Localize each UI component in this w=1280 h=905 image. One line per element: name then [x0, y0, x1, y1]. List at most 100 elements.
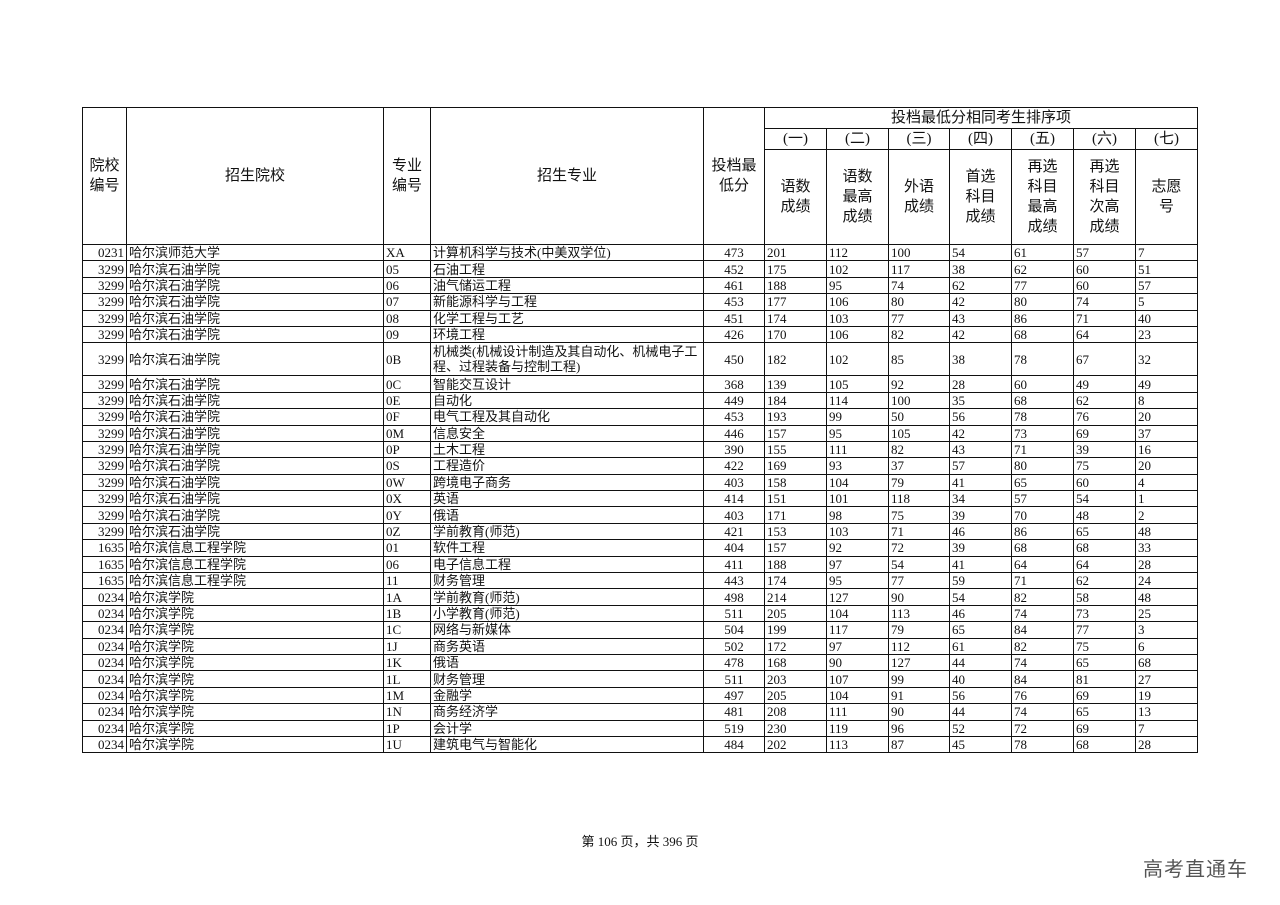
cell-major-name: 小学教育(师范) — [430, 604, 704, 623]
cell-reselect-second: 73 — [1073, 604, 1136, 623]
cell-school-code: 3299 — [82, 309, 127, 327]
cell-first-subject: 52 — [949, 719, 1012, 737]
cell-foreign-language: 37 — [888, 457, 950, 475]
cell-school-name: 哈尔滨石油学院 — [126, 440, 384, 459]
table-row: 3299 哈尔滨石油学院 0P 土木工程 390 155 111 82 43 71 39 16 — [82, 440, 1199, 459]
cell-reselect-second: 69 — [1073, 686, 1136, 705]
cell-chinese-math-max: 105 — [826, 375, 889, 393]
cell-foreign-language: 82 — [888, 440, 950, 459]
cell-min-score: 504 — [703, 621, 765, 639]
cell-school-name: 哈尔滨学院 — [126, 637, 384, 655]
cell-reselect-second: 62 — [1073, 572, 1136, 590]
cell-reselect-max: 64 — [1011, 555, 1074, 574]
cell-min-score: 390 — [703, 440, 765, 459]
table-row: 0234 哈尔滨学院 1U 建筑电气与智能化 484 202 113 87 45 78 68 28 — [82, 735, 1199, 754]
cell-chinese-math-max: 101 — [826, 490, 889, 508]
cell-chinese-math: 203 — [764, 670, 827, 688]
cell-major-name: 财务管理 — [430, 572, 704, 590]
cell-reselect-second: 65 — [1073, 522, 1136, 541]
cell-school-name: 哈尔滨石油学院 — [126, 424, 384, 442]
table-row: 3299 哈尔滨石油学院 0M 信息安全 446 157 95 105 42 73 69 37 — [82, 424, 1199, 442]
cell-school-name: 哈尔滨石油学院 — [126, 342, 384, 377]
cell-major-name: 学前教育(师范) — [430, 522, 704, 541]
cell-preference-number: 2 — [1134, 506, 1199, 524]
cell-first-subject: 54 — [949, 243, 1012, 262]
cell-reselect-second: 60 — [1073, 260, 1136, 278]
cell-chinese-math: 230 — [764, 719, 827, 737]
cell-min-score: 411 — [703, 555, 765, 574]
cell-foreign-language: 71 — [888, 522, 950, 541]
cell-school-name: 哈尔滨学院 — [126, 735, 384, 754]
cell-reselect-max: 84 — [1011, 670, 1074, 688]
cell-major-name: 工程造价 — [430, 457, 704, 475]
cell-school-name: 哈尔滨学院 — [126, 703, 384, 721]
cell-foreign-language: 117 — [888, 260, 950, 278]
table-row: 3299 哈尔滨石油学院 0F 电气工程及其自动化 453 193 99 50 56 78 76 20 — [82, 408, 1199, 426]
cell-school-code: 0234 — [82, 719, 127, 737]
cell-reselect-max: 70 — [1011, 506, 1074, 524]
cell-chinese-math-max: 95 — [826, 424, 889, 442]
table-row: 3299 哈尔滨石油学院 07 新能源科学与工程 453 177 106 80 42 80 74 5 — [82, 293, 1199, 311]
header-tiebreak-label-6: 再选科目次高成绩 — [1073, 149, 1136, 245]
cell-major-code: 0E — [383, 391, 431, 410]
cell-major-code: 0Y — [383, 506, 431, 524]
cell-major-name: 电气工程及其自动化 — [430, 408, 704, 426]
cell-reselect-max: 73 — [1011, 424, 1074, 442]
cell-chinese-math-max: 104 — [826, 686, 889, 705]
cell-school-name: 哈尔滨学院 — [126, 670, 384, 688]
cell-reselect-max: 71 — [1011, 572, 1074, 590]
cell-reselect-second: 62 — [1073, 391, 1136, 410]
cell-reselect-max: 78 — [1011, 342, 1074, 377]
cell-foreign-language: 77 — [888, 309, 950, 327]
cell-preference-number: 48 — [1134, 588, 1199, 606]
header-tiebreak-label-1: 语数成绩 — [764, 149, 827, 245]
table-row: 3299 哈尔滨石油学院 0B 机械类(机械设计制造及其自动化、机械电子工程、过程装备… — [82, 342, 1199, 377]
cell-chinese-math: 158 — [764, 473, 827, 492]
cell-preference-number: 16 — [1134, 440, 1199, 459]
header-order-5: (五) — [1011, 128, 1074, 150]
cell-foreign-language: 85 — [888, 342, 950, 377]
cell-reselect-max: 77 — [1011, 276, 1074, 295]
cell-major-name: 跨境电子商务 — [430, 473, 704, 492]
cell-first-subject: 38 — [949, 342, 1012, 377]
cell-chinese-math: 184 — [764, 391, 827, 410]
cell-major-code: 1A — [383, 588, 431, 606]
cell-major-code: 1B — [383, 604, 431, 623]
cell-school-name: 哈尔滨学院 — [126, 588, 384, 606]
cell-reselect-max: 74 — [1011, 653, 1074, 672]
cell-school-code: 3299 — [82, 391, 127, 410]
cell-reselect-second: 64 — [1073, 325, 1136, 344]
cell-reselect-max: 84 — [1011, 621, 1074, 639]
cell-reselect-max: 78 — [1011, 408, 1074, 426]
table-row: 0234 哈尔滨学院 1N 商务经济学 481 208 111 90 44 74 65 13 — [82, 703, 1199, 721]
cell-foreign-language: 99 — [888, 670, 950, 688]
table-row: 0234 哈尔滨学院 1A 学前教育(师范) 498 214 127 90 54 82 58 48 — [82, 588, 1199, 606]
header-major: 招生专业 — [430, 107, 704, 245]
table-row: 0234 哈尔滨学院 1C 网络与新媒体 504 199 117 79 65 84 77 3 — [82, 621, 1199, 639]
table-row: 3299 哈尔滨石油学院 05 石油工程 452 175 102 117 38 62 60 51 — [82, 260, 1199, 278]
cell-school-name: 哈尔滨学院 — [126, 604, 384, 623]
cell-chinese-math: 174 — [764, 572, 827, 590]
cell-preference-number: 48 — [1134, 522, 1199, 541]
cell-min-score: 451 — [703, 309, 765, 327]
cell-preference-number: 28 — [1134, 735, 1199, 754]
cell-min-score: 446 — [703, 424, 765, 442]
cell-school-name: 哈尔滨学院 — [126, 621, 384, 639]
cell-reselect-second: 67 — [1073, 342, 1136, 377]
cell-major-name: 财务管理 — [430, 670, 704, 688]
cell-school-name: 哈尔滨石油学院 — [126, 325, 384, 344]
cell-major-name: 信息安全 — [430, 424, 704, 442]
cell-min-score: 478 — [703, 653, 765, 672]
cell-foreign-language: 112 — [888, 637, 950, 655]
cell-major-name: 建筑电气与智能化 — [430, 735, 704, 754]
table-row: 3299 哈尔滨石油学院 0S 工程造价 422 169 93 37 57 80 75 20 — [82, 457, 1199, 475]
cell-major-name: 石油工程 — [430, 260, 704, 278]
cell-preference-number: 49 — [1134, 375, 1199, 393]
cell-school-code: 3299 — [82, 424, 127, 442]
table-row: 3299 哈尔滨石油学院 0X 英语 414 151 101 118 34 57 54 1 — [82, 490, 1199, 508]
cell-chinese-math: 193 — [764, 408, 827, 426]
cell-foreign-language: 77 — [888, 572, 950, 590]
cell-chinese-math: 171 — [764, 506, 827, 524]
cell-reselect-max: 74 — [1011, 703, 1074, 721]
cell-school-code: 0234 — [82, 588, 127, 606]
